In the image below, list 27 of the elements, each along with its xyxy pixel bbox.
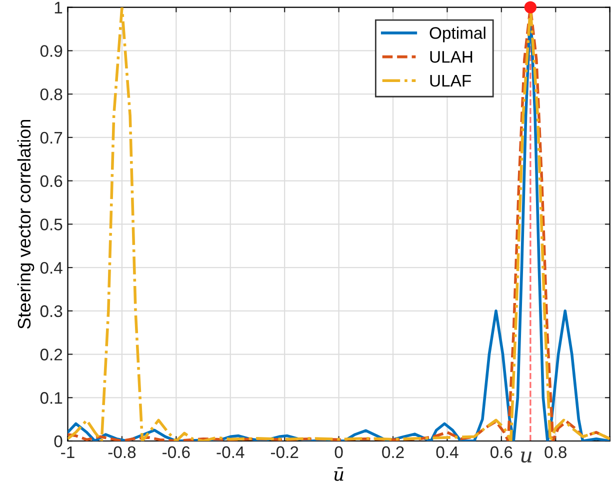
x-tick-label: 0	[334, 446, 343, 458]
x-axis-title: ū	[334, 467, 344, 481]
y-tick-label: 0.5	[40, 218, 62, 230]
x-tick-label: -1	[61, 446, 74, 458]
x-tick-label: -0.8	[108, 446, 136, 458]
legend-label: ULAH	[430, 51, 472, 63]
y-tick-label: 0.9	[40, 45, 62, 57]
y-tick-label: 0.6	[40, 175, 62, 188]
x-tick-label: 0.6	[490, 446, 512, 458]
y-tick-label: 1	[54, 2, 62, 14]
y-tick-label: 0	[54, 435, 62, 448]
y-tick-label: 0.7	[40, 132, 62, 144]
y-tick-label: 0.8	[40, 88, 62, 100]
x-tick-label: -0.4	[216, 446, 244, 458]
y-axis-title: Steering vector correlation	[17, 120, 34, 329]
x-tick-label: 0.4	[436, 446, 458, 458]
x-tick-label: 0.8	[544, 446, 566, 458]
x-tick-label: -0.2	[270, 446, 298, 458]
y-tick-label: 0.1	[40, 392, 62, 404]
ref-line-label: u	[520, 452, 532, 463]
legend-label: ULAF	[430, 75, 471, 87]
y-tick-label: 0.3	[40, 305, 62, 318]
y-tick-label: 0.4	[40, 262, 62, 274]
x-tick-label: -0.6	[162, 446, 190, 458]
y-tick-label: 0.2	[40, 348, 62, 360]
x-tick-label: 0.2	[382, 446, 404, 458]
legend-label: Optimal	[430, 26, 486, 42]
